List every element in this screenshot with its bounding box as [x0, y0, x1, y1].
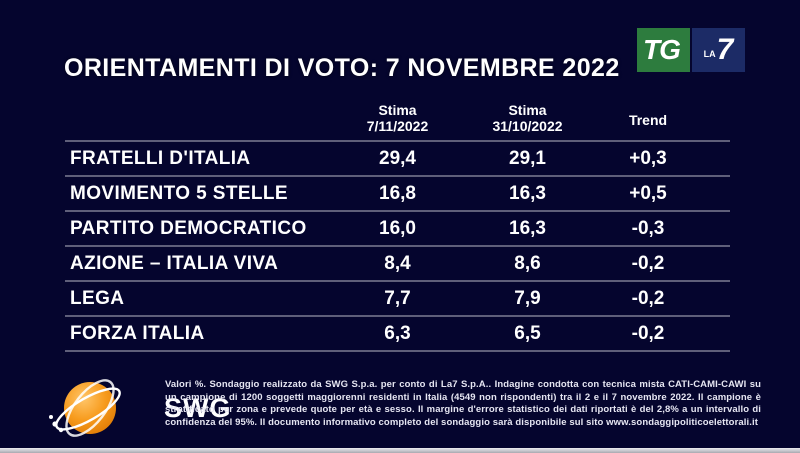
la7-logo-la-text: LA	[703, 49, 716, 59]
trend-value: -0,2	[631, 322, 665, 344]
stima-current-value: 7,7	[384, 287, 411, 309]
column-header-trend: Trend	[628, 111, 668, 128]
tg-logo-box: TG	[637, 28, 690, 72]
stima-previous-value: 7,9	[514, 287, 541, 309]
stima-current-value: 16,8	[379, 182, 416, 204]
party-name: AZIONE – ITALIA VIVA	[70, 252, 279, 274]
table-row: AZIONE – ITALIA VIVA 8,4 8,6 -0,2	[65, 247, 730, 282]
survey-disclaimer: Valori %. Sondaggio realizzato da SWG S.…	[165, 379, 761, 428]
poll-table: Stima 7/11/2022 Stima 31/10/2022 Trend F…	[65, 94, 730, 352]
column-header-stima-previous: Stima 31/10/2022	[492, 101, 563, 134]
table-row: LEGA 7,7 7,9 -0,2	[65, 282, 730, 317]
la7-logo-seven-text: 7	[716, 33, 734, 66]
stima-previous-value: 29,1	[509, 147, 546, 169]
stima-previous-value: 16,3	[509, 182, 546, 204]
tgla7-logo: TG LA 7	[637, 28, 745, 72]
party-name: LEGA	[70, 287, 125, 309]
table-row: PARTITO DEMOCRATICO 16,0 16,3 -0,3	[65, 212, 730, 247]
la7-logo-box: LA 7	[692, 28, 745, 72]
column-header-stima-current: Stima 7/11/2022	[366, 101, 429, 134]
trend-value: -0,2	[631, 252, 665, 274]
stima-previous-value: 8,6	[514, 252, 541, 274]
party-name: PARTITO DEMOCRATICO	[70, 217, 307, 239]
stima-previous-value: 6,5	[514, 322, 541, 344]
swg-brand-text: SWG	[164, 392, 232, 423]
page-title: ORIENTAMENTI DI VOTO: 7 NOVEMBRE 2022	[64, 54, 620, 82]
party-name: FRATELLI D'ITALIA	[70, 147, 251, 169]
stima-previous-value: 16,3	[509, 217, 546, 239]
stima-current-value: 6,3	[384, 322, 411, 344]
poll-table-body: FRATELLI D'ITALIA 29,4 29,1 +0,3 MOVIMEN…	[65, 142, 730, 352]
trend-value: +0,3	[629, 147, 667, 169]
stima-current-value: 16,0	[379, 217, 416, 239]
table-row: FRATELLI D'ITALIA 29,4 29,1 +0,3	[65, 142, 730, 177]
party-name: FORZA ITALIA	[70, 322, 205, 344]
swg-logo: SWG	[28, 372, 232, 444]
tg-logo-text: TG	[643, 34, 681, 65]
trend-value: -0,2	[631, 287, 665, 309]
trend-value: -0,3	[631, 217, 665, 239]
stima-current-value: 29,4	[379, 147, 416, 169]
bottom-edge-bar	[0, 448, 800, 453]
table-row: MOVIMENTO 5 STELLE 16,8 16,3 +0,5	[65, 177, 730, 212]
stima-current-value: 8,4	[384, 252, 411, 274]
table-row: FORZA ITALIA 6,3 6,5 -0,2	[65, 317, 730, 352]
swg-globe-icon	[49, 379, 121, 437]
party-name: MOVIMENTO 5 STELLE	[70, 182, 288, 204]
trend-value: +0,5	[629, 182, 667, 204]
table-header-row: Stima 7/11/2022 Stima 31/10/2022 Trend	[65, 94, 730, 142]
